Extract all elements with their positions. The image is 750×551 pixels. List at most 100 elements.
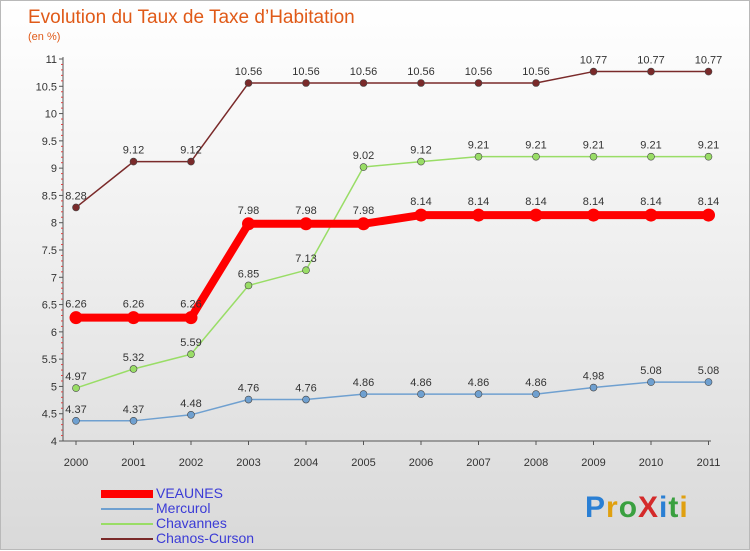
legend-swatch bbox=[101, 490, 153, 498]
x-tick-label: 2000 bbox=[64, 457, 88, 469]
data-point bbox=[187, 157, 195, 166]
x-tick-label: 2005 bbox=[351, 457, 375, 469]
x-tick-label: 2002 bbox=[179, 457, 203, 469]
data-label: 10.56 bbox=[292, 66, 320, 78]
x-tick-label: 2010 bbox=[639, 457, 663, 469]
series-line-chanos-curson bbox=[75, 70, 709, 209]
data-label: 8.14 bbox=[525, 196, 546, 208]
data-point bbox=[244, 281, 253, 290]
data-label: 4.86 bbox=[468, 377, 489, 389]
data-point bbox=[359, 390, 368, 398]
data-point bbox=[474, 152, 483, 161]
y-tick-label: 4.5 bbox=[42, 409, 57, 421]
series-line-mercurol bbox=[76, 381, 709, 422]
data-point bbox=[589, 152, 598, 161]
data-point bbox=[529, 208, 543, 222]
logo-letter: r bbox=[606, 491, 619, 524]
data-point bbox=[69, 311, 83, 325]
data-point bbox=[704, 378, 713, 386]
x-tick-label: 2008 bbox=[524, 457, 548, 469]
data-point bbox=[417, 79, 425, 87]
data-label: 10.56 bbox=[350, 66, 378, 78]
data-label: 9.21 bbox=[468, 140, 489, 152]
data-label: 6.26 bbox=[180, 299, 201, 311]
data-label: 5.08 bbox=[698, 365, 719, 377]
data-point bbox=[532, 79, 540, 87]
data-label: 10.56 bbox=[407, 66, 435, 78]
data-label: 6.26 bbox=[65, 299, 86, 311]
data-point bbox=[72, 203, 80, 212]
data-label: 4.97 bbox=[65, 371, 86, 383]
data-label: 9.12 bbox=[410, 145, 431, 157]
data-label: 9.21 bbox=[698, 140, 719, 152]
data-label: 7.13 bbox=[295, 253, 316, 265]
x-tick-label: 2009 bbox=[581, 457, 605, 469]
logo-letter: i bbox=[659, 491, 669, 524]
data-label: 7.98 bbox=[238, 205, 259, 217]
data-point bbox=[72, 417, 80, 425]
proxiti-logo: ProXiti bbox=[585, 491, 689, 525]
data-label: 8.28 bbox=[65, 190, 86, 202]
data-label: 4.37 bbox=[123, 404, 144, 416]
data-point bbox=[587, 208, 600, 222]
data-point bbox=[417, 157, 425, 166]
x-tick-label: 2006 bbox=[409, 457, 433, 469]
y-tick-label: 5 bbox=[51, 381, 57, 393]
y-tick-label: 5.5 bbox=[42, 354, 57, 366]
x-tick-label: 2001 bbox=[121, 457, 145, 469]
data-label: 4.86 bbox=[353, 377, 374, 389]
data-label: 4.98 bbox=[583, 371, 604, 383]
legend-swatch bbox=[101, 538, 153, 540]
logo-letter: X bbox=[638, 491, 660, 524]
series-line-chavannes bbox=[75, 155, 709, 389]
data-label: 10.77 bbox=[637, 55, 665, 67]
data-label: 9.12 bbox=[123, 145, 144, 157]
logo-letter: t bbox=[668, 491, 680, 524]
data-label: 10.56 bbox=[235, 66, 263, 78]
data-label: 5.08 bbox=[640, 365, 661, 377]
data-point bbox=[532, 390, 540, 398]
chart-subtitle: (en %) bbox=[28, 31, 61, 43]
data-label: 8.14 bbox=[698, 196, 719, 208]
x-tick-label: 2007 bbox=[466, 457, 490, 469]
data-label: 6.26 bbox=[123, 299, 144, 311]
y-tick-label: 11 bbox=[46, 54, 57, 66]
data-point bbox=[359, 79, 368, 87]
legend-label: Chanos-Curson bbox=[156, 530, 255, 546]
data-label: 10.77 bbox=[580, 55, 608, 67]
data-label: 10.56 bbox=[465, 66, 493, 78]
data-label: 4.37 bbox=[65, 404, 86, 416]
data-point bbox=[187, 350, 195, 359]
data-label: 4.76 bbox=[238, 383, 259, 395]
x-tick-label: 2004 bbox=[294, 457, 318, 469]
y-tick-label: 8.5 bbox=[42, 190, 57, 202]
legend-swatch bbox=[101, 508, 153, 510]
data-point bbox=[589, 67, 598, 76]
data-point bbox=[589, 383, 598, 392]
legend-label: Chavannes bbox=[156, 515, 227, 531]
data-label: 6.85 bbox=[238, 268, 259, 280]
data-point bbox=[704, 67, 713, 76]
legend-label: Mercurol bbox=[156, 500, 211, 516]
data-label: 7.98 bbox=[353, 205, 374, 217]
y-tick-label: 7 bbox=[51, 272, 57, 284]
data-label: 9.21 bbox=[525, 140, 546, 152]
data-point bbox=[359, 163, 368, 171]
x-tick-label: 2011 bbox=[697, 457, 721, 469]
data-point bbox=[302, 395, 310, 404]
data-label: 9.21 bbox=[583, 140, 604, 152]
data-label: 4.76 bbox=[295, 383, 316, 395]
data-point bbox=[72, 384, 80, 392]
data-label: 10.56 bbox=[522, 66, 550, 78]
y-tick-label: 6 bbox=[51, 327, 57, 339]
legend-swatch bbox=[101, 523, 153, 525]
data-point bbox=[129, 157, 138, 166]
data-point bbox=[184, 311, 198, 325]
data-point bbox=[129, 417, 138, 425]
y-tick-label: 7.5 bbox=[42, 245, 57, 257]
data-label: 5.59 bbox=[180, 337, 201, 349]
data-point bbox=[702, 208, 715, 222]
y-tick-label: 9.5 bbox=[42, 136, 57, 148]
